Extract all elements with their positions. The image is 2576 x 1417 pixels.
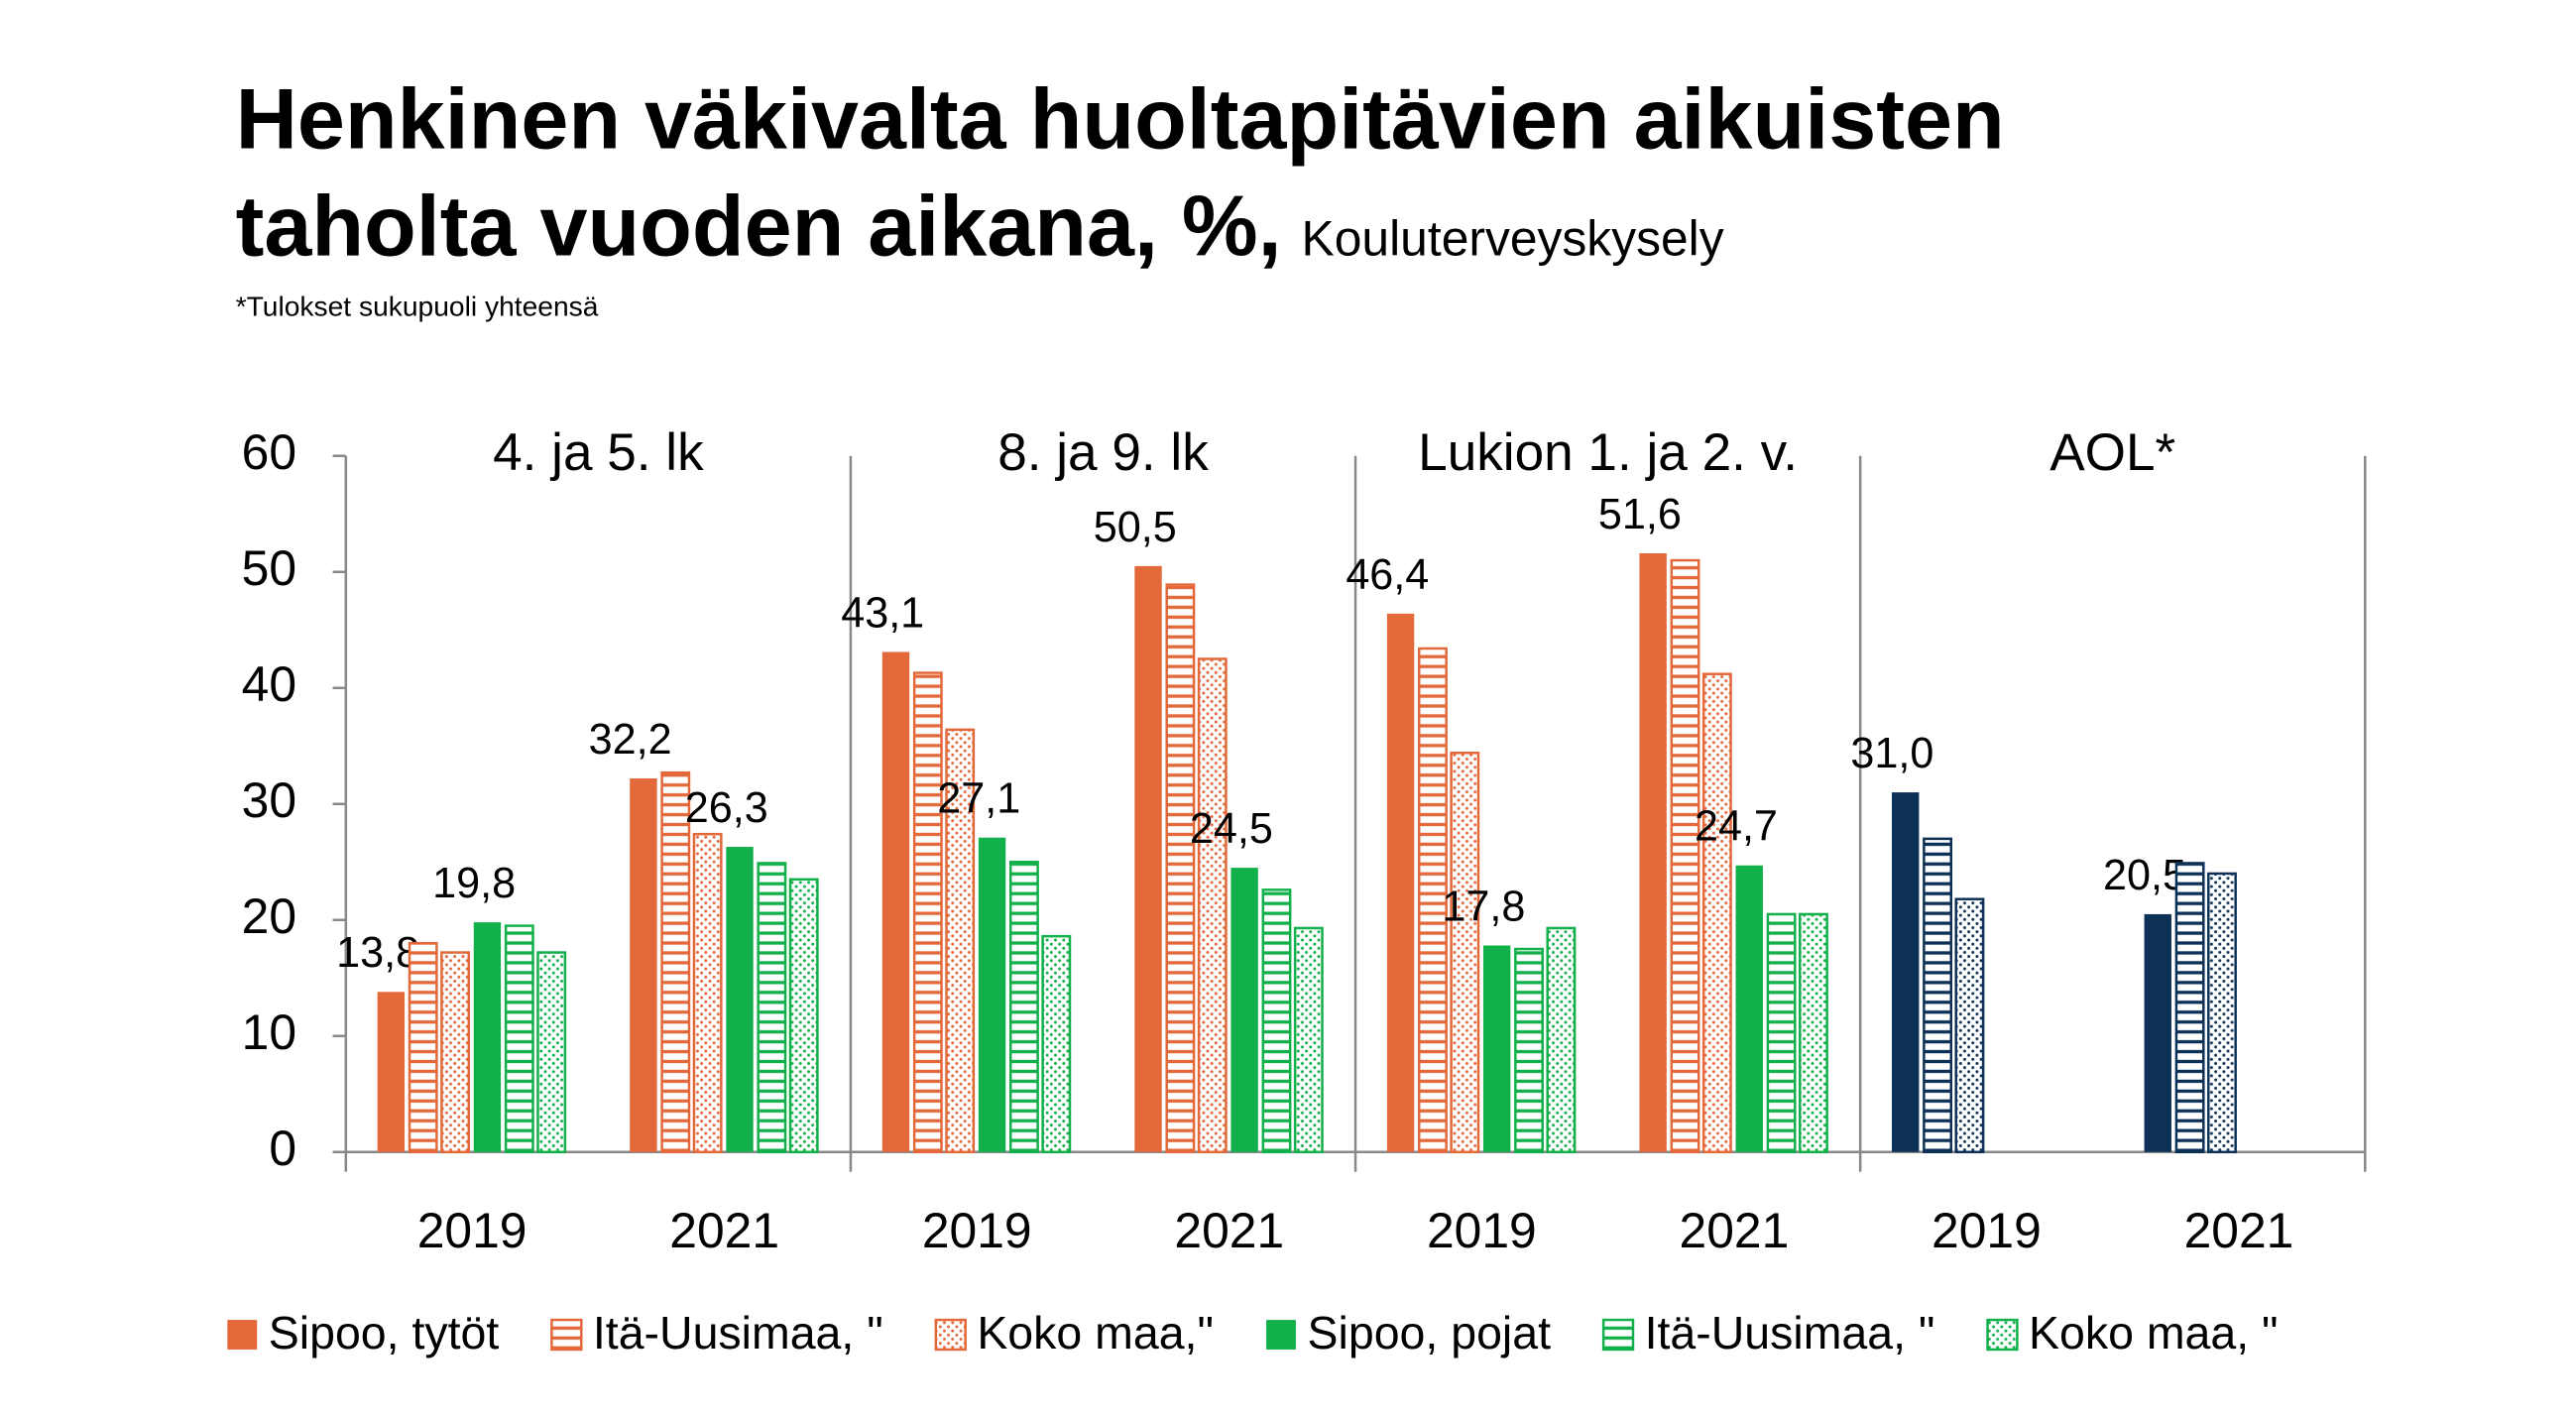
bar [1892,792,1920,1152]
value-label: 26,3 [685,784,768,832]
y-tick-label: 40 [242,656,296,712]
value-label: 51,6 [1598,491,1682,538]
chart-title-line: taholta vuoden aikana, %, Kouluterveyskys… [236,178,1724,274]
bar [1482,945,1511,1152]
bar [945,728,976,1154]
legend-swatch [550,1318,583,1352]
chart-title: taholta vuoden aikana, %, [236,178,1282,274]
y-tick-label: 30 [242,772,296,828]
bar [978,837,1006,1152]
source: Kouluterveyskysely [1302,210,1724,266]
value-label: 17,8 [1442,883,1525,930]
bar [1293,926,1324,1154]
x-tick-label: 2019 [417,1203,527,1258]
bar [2207,872,2237,1154]
bar [1670,558,1700,1154]
bar [1418,647,1448,1154]
bar [1766,912,1797,1154]
legend-label: Sipoo, pojat [1308,1307,1552,1358]
bar [1514,947,1544,1154]
bar [788,878,819,1154]
bar [1134,565,1162,1152]
bar [1639,553,1667,1152]
bar [1546,926,1577,1154]
legend-label: Itä-Uusimaa, " [1645,1307,1935,1358]
bar [504,924,534,1154]
value-label: 13,8 [336,929,419,977]
bar [1701,672,1732,1154]
x-tick-label: 2021 [1680,1203,1790,1258]
group-label: 4. ja 5. lk [493,423,704,482]
value-label: 27,1 [937,775,1020,823]
note: *Tulokset sukupuoli yhteensä [236,291,599,322]
bar [1041,934,1072,1154]
bar [1450,752,1480,1154]
bar [2174,862,2205,1154]
x-tick-label: 2019 [922,1203,1032,1258]
bar [1735,865,1763,1152]
bar [1799,912,1828,1154]
chart-title: Henkinen väkivalta huoltapitävien aikuis… [236,71,2005,167]
bar [692,832,723,1154]
legend-swatch [1266,1320,1296,1350]
x-tick-label: 2021 [1174,1203,1284,1258]
bar [881,651,910,1152]
legend-label: Koko maa," [977,1307,1214,1358]
value-label: 31,0 [1850,730,1933,777]
bar [757,862,787,1154]
bar [408,941,438,1154]
x-tick-label: 2019 [1427,1203,1537,1258]
bar [440,951,471,1154]
bar [473,922,502,1152]
group-label: AOL* [2049,423,2175,482]
value-label: 46,4 [1346,551,1429,599]
legend-label: Itä-Uusimaa, " [593,1307,883,1358]
bar [377,992,406,1152]
value-label: 24,5 [1190,805,1273,853]
group-label: 8. ja 9. lk [997,423,1209,482]
bar [726,847,754,1152]
y-tick-label: 20 [242,888,296,944]
value-label: 50,5 [1094,504,1177,551]
bar [1165,583,1196,1154]
x-tick-label: 2021 [669,1203,779,1258]
bar [1923,837,1952,1154]
bar [1386,613,1415,1152]
y-tick-label: 60 [242,424,296,480]
bar [912,671,943,1154]
bar [1261,888,1292,1154]
bar [2144,913,2171,1152]
bar [1008,861,1039,1154]
legend-label: Sipoo, tytöt [269,1307,500,1358]
y-tick-label: 50 [242,540,296,596]
legend-swatch [1986,1318,2019,1352]
bar [536,951,567,1154]
value-label: 43,1 [841,589,924,637]
value-label: 24,7 [1695,803,1778,851]
bar [1230,868,1258,1152]
bar [630,778,657,1152]
bar [1954,897,1985,1154]
x-tick-label: 2021 [2184,1203,2294,1258]
value-label: 20,5 [2103,852,2186,899]
legend-swatch [934,1318,967,1352]
bar [1197,657,1228,1154]
y-tick-label: 0 [269,1121,296,1176]
value-label: 19,8 [432,860,516,907]
legend-swatch [227,1320,258,1350]
value-label: 32,2 [589,716,672,764]
x-tick-label: 2019 [1932,1203,2042,1258]
legend-label: Koko maa, " [2029,1307,2279,1358]
y-tick-label: 10 [242,1004,296,1060]
legend-swatch [1601,1318,1635,1352]
group-label: Lukion 1. ja 2. v. [1418,423,1798,482]
bar [660,770,691,1154]
